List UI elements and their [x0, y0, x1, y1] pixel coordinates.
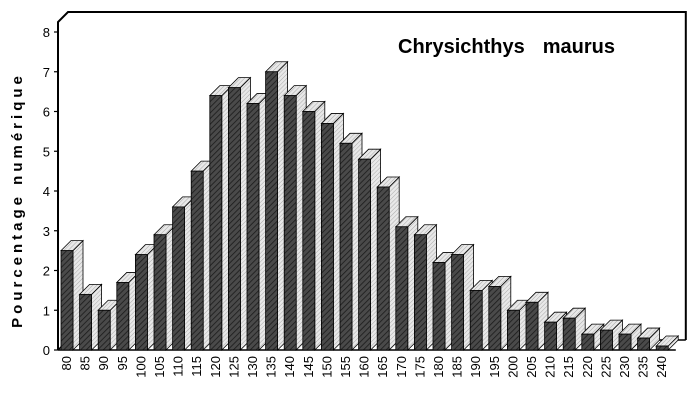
- bar-front: [209, 95, 223, 351]
- bar-series: [60, 60, 680, 351]
- x-tick-label: 90: [96, 356, 111, 370]
- bar-front: [153, 234, 167, 351]
- x-tick-label: 145: [301, 356, 316, 378]
- bar-front: [227, 87, 241, 351]
- x-tick-label: 235: [636, 356, 651, 378]
- bar-front: [265, 71, 279, 351]
- bar-front: [339, 142, 353, 351]
- y-tick-label: 1: [43, 303, 50, 318]
- y-tick-label: 6: [43, 105, 50, 120]
- x-tick-label: 205: [524, 356, 539, 378]
- x-tick-label: 135: [264, 356, 279, 378]
- y-axis-ticks: 0 1 2 3 4 5 6 7 8: [43, 25, 58, 358]
- x-tick-label: 185: [450, 356, 465, 378]
- bar: [562, 307, 587, 351]
- bar-front: [246, 103, 260, 351]
- x-tick-label: 80: [59, 356, 74, 370]
- bar-front: [525, 301, 539, 351]
- bar: [487, 275, 512, 351]
- x-tick-label: 130: [245, 356, 260, 378]
- bar-front: [358, 158, 372, 351]
- bar-front: [134, 254, 148, 351]
- y-tick-label: 3: [43, 224, 50, 239]
- x-tick-label: 165: [375, 356, 390, 378]
- y-tick-label: 7: [43, 65, 50, 80]
- bar: [655, 335, 680, 351]
- x-tick-label: 120: [208, 356, 223, 378]
- frame-line: [57, 11, 687, 350]
- bar-front: [544, 321, 557, 351]
- x-tick-label: 95: [115, 356, 130, 370]
- x-tick-label: 140: [282, 356, 297, 378]
- x-tick-label: 220: [580, 356, 595, 378]
- bar-front: [506, 309, 520, 351]
- x-tick-label: 210: [543, 356, 558, 378]
- x-tick-label: 105: [152, 356, 167, 378]
- x-tick-label: 100: [133, 356, 148, 378]
- x-tick-label: 170: [394, 356, 409, 378]
- bar-front: [432, 262, 446, 351]
- bar-front: [581, 333, 595, 351]
- chart-title-genus: Chrysichthys: [398, 36, 525, 58]
- chart-title-species: maurus: [543, 36, 615, 58]
- x-tick-label: 85: [78, 356, 93, 370]
- x-tick-label: 155: [338, 356, 353, 378]
- x-tick-label: 225: [598, 356, 613, 378]
- bar-front: [172, 206, 186, 351]
- bar: [618, 323, 642, 351]
- bar-front: [395, 226, 409, 351]
- bar-front: [190, 170, 204, 351]
- x-tick-label: 215: [561, 356, 576, 378]
- x-tick-label: 190: [468, 356, 483, 378]
- x-tick-label: 230: [617, 356, 632, 378]
- bar-front: [618, 333, 632, 351]
- y-axis-label: Pourcentage numérique: [9, 72, 26, 328]
- bar-front: [320, 123, 334, 351]
- x-tick-label: 125: [226, 356, 241, 378]
- bar: [543, 311, 568, 351]
- bar-front: [413, 234, 427, 351]
- x-tick-label: 115: [189, 356, 204, 377]
- bar: [97, 299, 122, 351]
- x-axis-ticks: 80 85 90 95 100 105 110 115 120 125 130 135 140 145 15…: [59, 356, 669, 378]
- x-tick-label: 180: [431, 356, 446, 378]
- bar: [636, 327, 661, 351]
- y-tick-label: 0: [43, 343, 50, 358]
- x-tick-label: 150: [319, 356, 334, 378]
- bar-front: [97, 309, 111, 351]
- bar-front: [637, 337, 650, 351]
- bar-front: [488, 285, 502, 351]
- x-tick-label: 240: [654, 356, 669, 378]
- x-tick-label: 110: [171, 356, 186, 377]
- x-tick-label: 200: [505, 356, 520, 378]
- bar-front: [655, 345, 669, 351]
- x-tick-label: 175: [412, 356, 427, 378]
- bar-front: [376, 186, 390, 351]
- bar-front: [302, 111, 316, 351]
- bar: [432, 251, 456, 351]
- bar-front: [469, 289, 483, 351]
- x-tick-label: 195: [487, 356, 502, 378]
- chart-title: Chrysichthys maurus: [398, 36, 615, 58]
- y-tick-label: 5: [43, 144, 50, 159]
- bar-front: [116, 282, 130, 351]
- y-tick-label: 2: [43, 264, 50, 279]
- bar-front: [79, 293, 92, 351]
- bar-front: [600, 329, 613, 351]
- bar-front: [283, 95, 297, 351]
- x-tick-label: 160: [357, 356, 372, 378]
- bar-front: [562, 317, 576, 351]
- y-tick-label: 8: [43, 25, 50, 40]
- bar-front: [451, 254, 465, 351]
- y-tick-label: 4: [43, 184, 50, 199]
- bar-front: [60, 250, 74, 351]
